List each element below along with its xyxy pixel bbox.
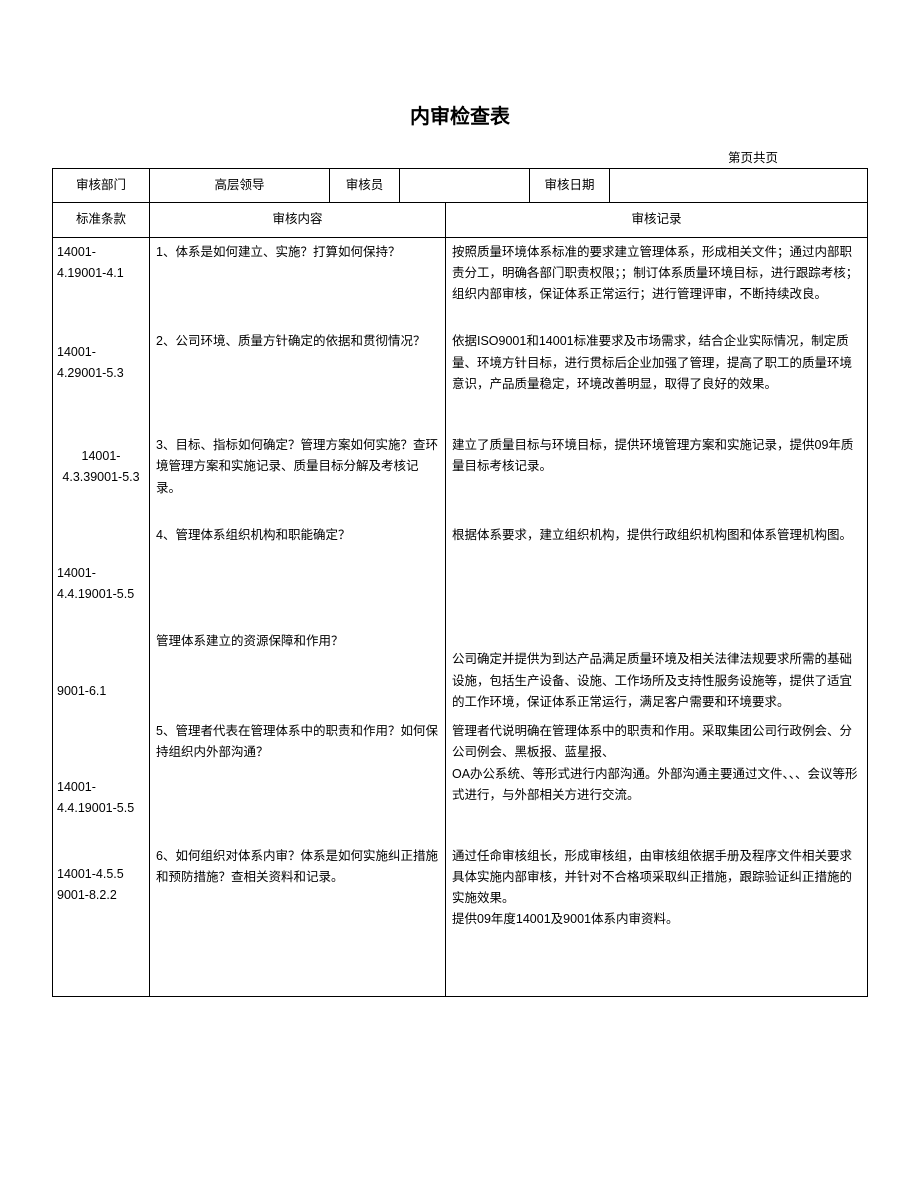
record-cell: 依据ISO9001和14001标准要求及市场需求，结合企业实际情况，制定质量、环… (446, 309, 868, 399)
leader-label: 高层领导 (150, 169, 330, 203)
std-cell: 14001-4.29001-5.3 (53, 309, 150, 399)
std-cell: 14001-4.5.5 9001-8.2.2 (53, 824, 150, 997)
content-cell: 4、管理体系组织机构和职能确定？ (150, 503, 446, 610)
table-row: 14001-4.4.19001-5.5 4、管理体系组织机构和职能确定？ 根据体… (53, 503, 868, 610)
col-record: 审核记录 (446, 203, 868, 237)
date-label: 审核日期 (530, 169, 610, 203)
std-cell: 9001-6.1 (53, 609, 150, 717)
document-page: 内审检查表 第页共页 审核部门 高层领导 审核员 审核日期 标准条款 审核内容 … (0, 0, 920, 1017)
content-cell: 管理体系建立的资源保障和作用？ (150, 609, 446, 717)
std-cell: 14001-4.4.19001-5.5 (53, 717, 150, 824)
dept-label: 审核部门 (53, 169, 150, 203)
std-cell: 14001-4.4.19001-5.5 (53, 503, 150, 610)
col-content: 审核内容 (150, 203, 446, 237)
record-cell: 管理者代说明确在管理体系中的职责和作用。采取集团公司行政例会、分公司例会、黑板报… (446, 717, 868, 824)
content-cell: 5、管理者代表在管理体系中的职责和作用？如何保持组织内外部沟通？ (150, 717, 446, 824)
table-row: 9001-6.1 管理体系建立的资源保障和作用？ 公司确定并提供为到达产品满足质… (53, 609, 868, 717)
content-cell: 3、目标、指标如何确定？管理方案如何实施？查环境管理方案和实施记录、质量目标分解… (150, 399, 446, 503)
col-std: 标准条款 (53, 203, 150, 237)
record-cell: 公司确定并提供为到达产品满足质量环境及相关法律法规要求所需的基础设施，包括生产设… (446, 609, 868, 717)
table-row: 14001-4.19001-4.1 1、体系是如何建立、实施？打算如何保持？ 按… (53, 237, 868, 309)
auditor-value (400, 169, 530, 203)
checklist-table: 标准条款 审核内容 审核记录 14001-4.19001-4.1 1、体系是如何… (52, 203, 868, 997)
record-cell: 通过任命审核组长，形成审核组，由审核组依据手册及程序文件相关要求具体实施内部审核… (446, 824, 868, 997)
table-row: 14001-4.5.5 9001-8.2.2 6、如何组织对体系内审？体系是如何… (53, 824, 868, 997)
record-cell: 建立了质量目标与环境目标，提供环境管理方案和实施记录，提供09年质量目标考核记录… (446, 399, 868, 503)
header-table: 审核部门 高层领导 审核员 审核日期 (52, 168, 868, 203)
date-value (610, 169, 868, 203)
table-row: 14001-4.3.39001-5.3 3、目标、指标如何确定？管理方案如何实施… (53, 399, 868, 503)
record-cell: 按照质量环境体系标准的要求建立管理体系，形成相关文件；通过内部职责分工，明确各部… (446, 237, 868, 309)
table-row: 14001-4.4.19001-5.5 5、管理者代表在管理体系中的职责和作用？… (53, 717, 868, 824)
std-cell: 14001-4.3.39001-5.3 (53, 399, 150, 503)
auditor-label: 审核员 (330, 169, 400, 203)
content-cell: 1、体系是如何建立、实施？打算如何保持？ (150, 237, 446, 309)
std-cell: 14001-4.19001-4.1 (53, 237, 150, 309)
page-number: 第页共页 (52, 147, 868, 166)
content-cell: 6、如何组织对体系内审？体系是如何实施纠正措施和预防措施？查相关资料和记录。 (150, 824, 446, 997)
table-row: 14001-4.29001-5.3 2、公司环境、质量方针确定的依据和贯彻情况？… (53, 309, 868, 399)
content-cell: 2、公司环境、质量方针确定的依据和贯彻情况？ (150, 309, 446, 399)
record-cell: 根据体系要求，建立组织机构，提供行政组织机构图和体系管理机构图。 (446, 503, 868, 610)
page-title: 内审检查表 (52, 100, 868, 129)
